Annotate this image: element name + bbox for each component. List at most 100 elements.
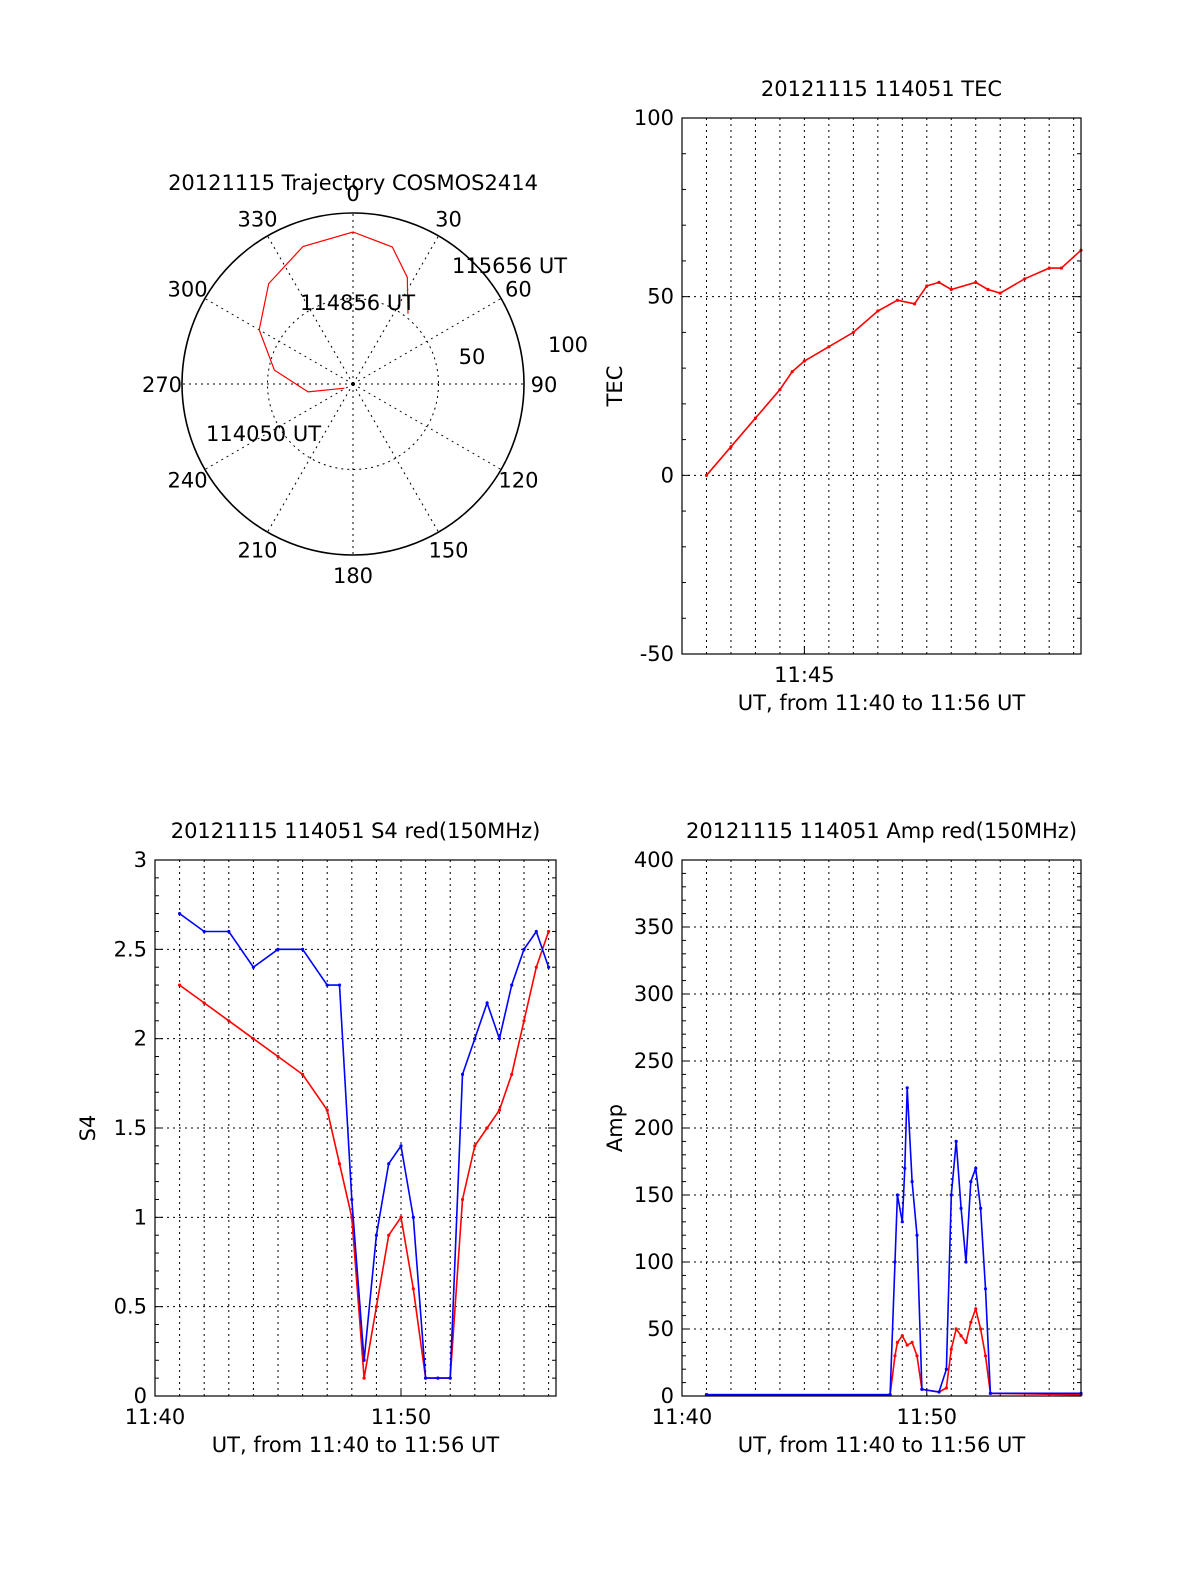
s4-title: 20121115 114051 S4 red(150MHz) bbox=[171, 819, 541, 843]
amp-data-point bbox=[895, 1340, 900, 1344]
polar-spoke bbox=[352, 298, 502, 385]
tec-data-point bbox=[937, 280, 941, 284]
polar-spoke bbox=[352, 235, 439, 385]
azimuth-label: 300 bbox=[168, 278, 208, 302]
azimuth-label: 60 bbox=[505, 278, 532, 302]
azimuth-label: 210 bbox=[237, 538, 277, 562]
s4-data-point bbox=[436, 1376, 440, 1380]
s4-data-point bbox=[227, 1019, 231, 1023]
tec-plot-frame bbox=[681, 117, 1082, 655]
s4-data-point bbox=[178, 983, 182, 987]
amp-ylabel: Amp bbox=[603, 1104, 627, 1152]
tec-data-point bbox=[949, 287, 953, 292]
amp-data-point bbox=[900, 1334, 904, 1338]
amp-ytick-label: 150 bbox=[634, 1183, 674, 1207]
s4-data-point bbox=[485, 1001, 489, 1005]
s4-data-point bbox=[337, 983, 342, 987]
polar-spoke bbox=[267, 383, 354, 533]
s4-data-point bbox=[362, 1358, 366, 1362]
s4-data-point bbox=[424, 1376, 428, 1380]
s4-data-point bbox=[362, 1376, 366, 1380]
s4-ytick-label: 2 bbox=[134, 1027, 147, 1051]
polar-spoke bbox=[204, 298, 354, 385]
s4-data-point bbox=[276, 1054, 280, 1059]
s4-data-point bbox=[473, 1037, 477, 1041]
s4-data-point bbox=[411, 1287, 415, 1291]
azimuth-label: 30 bbox=[435, 208, 462, 232]
tec-data-point bbox=[851, 330, 855, 334]
amp-data-point bbox=[944, 1367, 948, 1371]
amp-data-point bbox=[988, 1391, 993, 1395]
amp-data-point bbox=[983, 1354, 988, 1358]
amp-ytick-label: 100 bbox=[634, 1250, 674, 1274]
amp-ytick-label: 200 bbox=[634, 1116, 674, 1140]
amp-data-point bbox=[964, 1260, 968, 1264]
s4-xtick-label: 11:50 bbox=[371, 1405, 432, 1429]
tec-data-point bbox=[802, 359, 806, 363]
s4-data-point bbox=[522, 1019, 526, 1023]
tec-data-point bbox=[790, 370, 794, 374]
azimuth-label: 270 bbox=[142, 373, 182, 397]
amp-data-point bbox=[979, 1206, 983, 1210]
amp-data-point bbox=[915, 1354, 919, 1358]
s4-data-point bbox=[534, 929, 538, 934]
tec-data-point bbox=[827, 345, 831, 349]
azimuth-label: 240 bbox=[168, 469, 208, 493]
s4-ytick-label: 2.5 bbox=[114, 937, 147, 961]
radial-label: 50 bbox=[459, 345, 486, 369]
tec-data-point bbox=[704, 473, 709, 477]
amp-series-line bbox=[706, 1306, 1082, 1396]
s4-data-point bbox=[178, 912, 182, 916]
s4-data-point bbox=[522, 947, 526, 951]
amp-data-point bbox=[944, 1386, 948, 1390]
amp-data-point bbox=[893, 1260, 897, 1264]
amp-data-point bbox=[983, 1287, 988, 1291]
azimuth-label: 330 bbox=[237, 208, 277, 232]
s4-data-point bbox=[510, 983, 514, 987]
s4-data-point bbox=[411, 1215, 415, 1219]
s4-data-point bbox=[510, 1072, 514, 1076]
amp-data-point bbox=[910, 1340, 914, 1344]
tec-ylabel: TEC bbox=[603, 366, 627, 408]
s4-data-point bbox=[202, 929, 206, 934]
s4-data-point bbox=[448, 1376, 452, 1380]
polar-spoke bbox=[352, 383, 439, 533]
amp-data-point bbox=[910, 1180, 914, 1184]
tec-data-point bbox=[778, 387, 782, 392]
s4-data-point bbox=[399, 1144, 403, 1148]
amp-data-point bbox=[969, 1180, 973, 1184]
tec-data-point bbox=[1059, 266, 1064, 270]
amp-data-point bbox=[964, 1340, 968, 1344]
s4-ytick-label: 0.5 bbox=[114, 1295, 147, 1319]
amp-series-line bbox=[706, 1087, 1081, 1396]
amp-ytick-label: 350 bbox=[634, 915, 674, 939]
s4-data-point bbox=[399, 1215, 403, 1219]
amp-xtick-label: 11:50 bbox=[897, 1405, 958, 1429]
s4-data-point bbox=[460, 1197, 465, 1202]
amp-data-point bbox=[954, 1327, 958, 1331]
amp-data-point bbox=[974, 1166, 978, 1170]
s4-data-point bbox=[497, 1037, 502, 1041]
tec-data-point bbox=[925, 284, 929, 288]
amp-plot-frame bbox=[681, 859, 1082, 1397]
s4-ylabel: S4 bbox=[76, 1115, 100, 1142]
s4-ytick-label: 1 bbox=[134, 1205, 147, 1229]
tec-xtick-label: 11:45 bbox=[774, 663, 835, 687]
tec-data-point bbox=[753, 416, 758, 420]
amp-data-point bbox=[974, 1307, 978, 1311]
s4-data-point bbox=[350, 1197, 354, 1202]
s4-data-point bbox=[387, 1233, 391, 1237]
tec-data-point bbox=[998, 291, 1002, 295]
tec-ytick-label: -50 bbox=[640, 642, 674, 666]
trajectory-time-label: 114856 UT bbox=[300, 291, 415, 315]
amp-ytick-label: 400 bbox=[634, 848, 674, 872]
tec-ytick-label: 100 bbox=[634, 106, 674, 130]
amp-data-point bbox=[920, 1387, 924, 1391]
azimuth-label: 90 bbox=[531, 373, 558, 397]
azimuth-label: 150 bbox=[428, 538, 468, 562]
amp-data-point bbox=[959, 1206, 963, 1210]
s4-data-point bbox=[547, 929, 551, 934]
amp-data-point bbox=[959, 1334, 963, 1338]
s4-data-point bbox=[374, 1305, 379, 1309]
tec-data-point bbox=[876, 309, 880, 313]
